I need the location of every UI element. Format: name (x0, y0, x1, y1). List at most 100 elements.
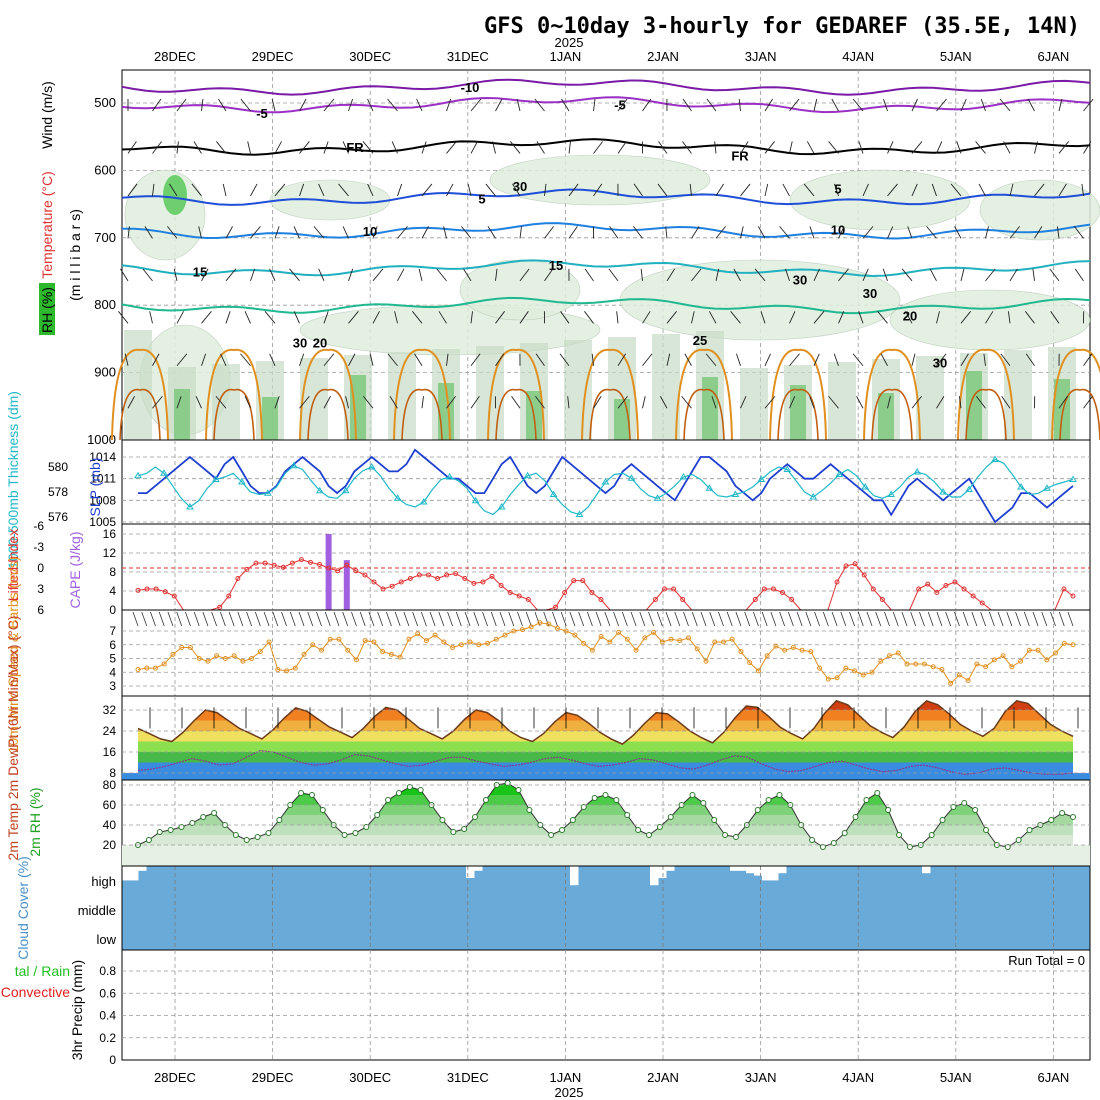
lifted-index-marker (571, 578, 577, 584)
wind-barb (173, 268, 178, 281)
wind-speed-marker (904, 661, 910, 667)
wind-speed-marker (878, 658, 884, 664)
wind-barb (348, 98, 354, 112)
isotherm-line (121, 259, 1091, 278)
cape-tick-label: 0 (109, 603, 116, 617)
wind-speed-marker (1053, 650, 1059, 656)
wind-barb (421, 226, 429, 239)
wind-barb (877, 311, 888, 324)
lifted-index-marker (144, 586, 150, 592)
wind-barb (809, 396, 815, 409)
rh-column-moist (878, 393, 894, 440)
rh-marker (863, 797, 870, 803)
wind-speed-marker (284, 668, 290, 674)
rh-marker (830, 840, 837, 846)
wind-barb (789, 353, 800, 367)
wind-barb (754, 268, 766, 282)
wind-barb-10m (753, 611, 759, 627)
wind-barb (666, 268, 676, 282)
lifted-index-marker (553, 604, 559, 610)
wind-barb-10m (875, 611, 882, 627)
cloud-high-clear (778, 866, 787, 874)
thickness-marker (445, 473, 454, 480)
date-label-top: 31DEC (447, 49, 489, 64)
wind-barb (544, 268, 554, 282)
slp-line (138, 448, 1074, 524)
wind-barb (495, 311, 505, 324)
wind-barb-10m (342, 611, 349, 627)
cloud-high-clear (466, 866, 475, 878)
cape-bar (325, 534, 332, 610)
wind-barb (511, 395, 521, 409)
wind-barb (684, 353, 692, 366)
wind-barb (789, 311, 796, 324)
wind-barb-10m (656, 611, 663, 627)
temp-band (138, 762, 1073, 773)
isotherm-25 (957, 348, 1015, 441)
wind-barb-10m (420, 611, 427, 627)
wind-barb (858, 141, 864, 154)
wind-barb (931, 183, 937, 197)
wind-barb (152, 353, 160, 366)
thickness-marker (887, 490, 896, 497)
wind-barb (323, 311, 329, 324)
wind-speed-marker (336, 636, 342, 642)
wind-speed-marker (485, 640, 491, 646)
lifted-index-marker (580, 578, 586, 584)
top-date-axis: 28DEC 29DEC 30DEC 31DEC 1JAN 2JAN 3JAN 4JAN 5JAN… (154, 49, 1069, 64)
date-label-bottom: 29DEC (252, 1070, 294, 1085)
rh-marker (776, 792, 783, 798)
wind-speed-marker (214, 653, 220, 659)
rh-marker (1070, 814, 1076, 820)
rh-marker (1004, 844, 1011, 850)
wind-barb (492, 141, 496, 154)
wind-barb (323, 98, 335, 112)
lifted-index-marker (362, 572, 368, 578)
ylabel-temperature-2m: 2m Temp 2m DewPt (6hr Min/Max) (°C) (5, 616, 21, 861)
pressure-tick-label: 1000 (87, 432, 116, 447)
isotherm-line (121, 222, 1091, 240)
wind-barb-10m (324, 611, 331, 627)
wind-speed-marker (817, 665, 823, 671)
wind-barb (176, 396, 182, 409)
wind-speed-marker (292, 665, 298, 671)
cape-tick-label: 12 (103, 546, 117, 560)
wind-speed-marker (747, 660, 753, 666)
wind-barb (764, 353, 771, 366)
wind-barb (438, 311, 447, 324)
rh-marker (961, 800, 968, 806)
rh-marker (906, 844, 913, 850)
lifted-index-marker (861, 572, 867, 578)
wind-speed-marker (1070, 642, 1076, 648)
wind-barb (274, 183, 286, 197)
li-tick-label: -6 (33, 519, 44, 533)
thickness-marker (575, 510, 584, 517)
wind-barb (289, 268, 300, 282)
lifted-index-marker (525, 597, 531, 602)
rh-column (564, 340, 592, 440)
thickness-marker (419, 498, 428, 505)
wind-barb (887, 396, 891, 409)
wind-barb (169, 183, 178, 197)
wind-barb-10m (927, 611, 934, 627)
wind-barb (127, 183, 138, 197)
wind-speed-marker (738, 649, 744, 655)
wind-barb (387, 353, 398, 367)
wind-barb (198, 226, 202, 239)
rh-marker (983, 827, 990, 833)
rh-marker (189, 820, 196, 826)
rh-marker (461, 826, 468, 832)
wind-barb (416, 98, 423, 112)
wind-barb (593, 395, 602, 409)
wind-barb-10m (1032, 611, 1039, 627)
wind-barb (225, 268, 237, 282)
wind-speed-marker (528, 624, 534, 630)
wind-speed-marker (187, 645, 193, 650)
wind-barb (985, 311, 994, 324)
pressure-tick-label: 700 (94, 230, 116, 245)
wind-barb-10m (1041, 611, 1048, 627)
wind-barb (617, 141, 627, 154)
isotherm-25 (581, 348, 639, 441)
wind-barb (244, 311, 251, 324)
wind-barb-10m (822, 611, 829, 627)
